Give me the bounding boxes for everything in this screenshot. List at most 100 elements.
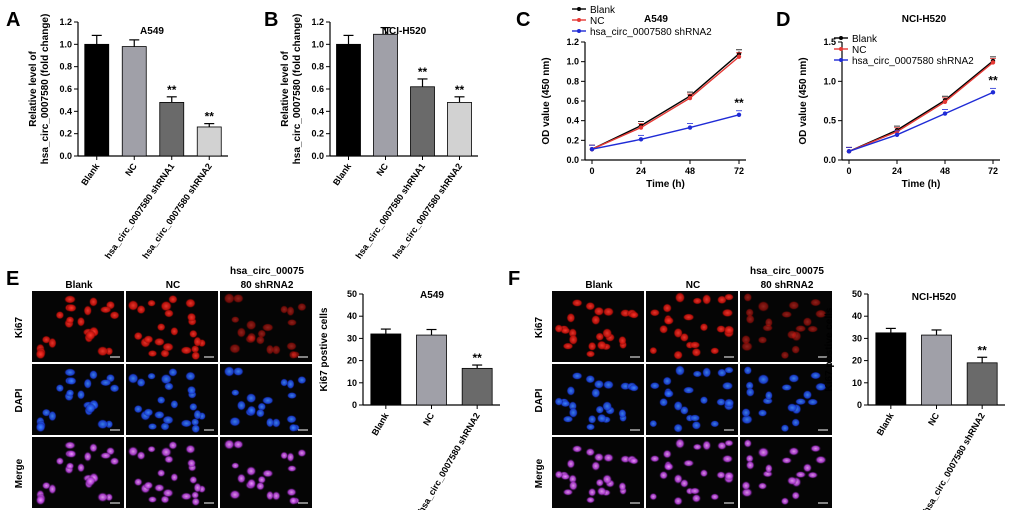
cell-nucleus	[692, 370, 703, 378]
y-tick-label: 40	[347, 311, 357, 321]
data-point	[687, 95, 693, 101]
cell-nucleus	[802, 463, 813, 473]
cell-nucleus	[147, 422, 158, 431]
cell-nucleus	[649, 454, 660, 463]
cell-nucleus	[791, 418, 801, 427]
cell-nucleus	[764, 317, 773, 328]
cell-nucleus	[689, 487, 701, 495]
cell-nucleus	[232, 293, 244, 304]
cell-nucleus	[271, 344, 281, 355]
legend-label: Blank	[852, 34, 878, 45]
bar-A-0	[84, 43, 110, 157]
cell-nucleus	[649, 381, 660, 390]
cell-nucleus	[757, 409, 768, 417]
x-tick-label: 0	[846, 166, 851, 176]
y-tick-label: 1.0	[59, 39, 72, 49]
cell-nucleus	[280, 378, 289, 387]
micrograph-tile	[126, 364, 218, 435]
x-axis-label: Time (h)	[902, 179, 941, 190]
cell-nucleus	[814, 455, 827, 465]
cell-nucleus	[568, 480, 578, 492]
micrograph-tile	[220, 291, 312, 362]
row-label: Merge	[534, 458, 545, 488]
cell-nucleus	[163, 382, 174, 391]
y-tick-label: 30	[852, 333, 862, 343]
cell-nucleus	[245, 392, 257, 404]
cell-nucleus	[136, 304, 146, 315]
cell-nucleus	[286, 341, 297, 351]
cell-nucleus	[571, 444, 583, 453]
bar-B-3	[447, 102, 472, 157]
cell-nucleus	[143, 408, 154, 417]
cell-nucleus	[147, 299, 156, 307]
cell-nucleus	[265, 417, 275, 428]
cell-nucleus	[133, 404, 143, 414]
cell-nucleus	[674, 292, 686, 304]
cell-nucleus	[757, 373, 770, 385]
y-tick-label: 1.5	[823, 37, 836, 47]
cell-nucleus	[788, 446, 800, 456]
cell-nucleus	[265, 344, 275, 355]
cell-nucleus	[585, 423, 596, 431]
bar-B-2	[410, 86, 435, 157]
significance-marker: **	[455, 83, 465, 97]
cell-nucleus	[288, 350, 298, 360]
y-tick-label: 0.2	[59, 129, 72, 139]
cell-nucleus	[673, 473, 683, 485]
cell-nucleus	[147, 372, 156, 380]
cell-nucleus	[809, 298, 822, 307]
cell-nucleus	[673, 350, 683, 360]
cell-nucleus	[255, 408, 265, 418]
col-header: NC	[686, 280, 700, 291]
cell-nucleus	[562, 342, 574, 350]
cell-nucleus	[286, 487, 297, 497]
y-tick-label: 0.4	[59, 106, 72, 116]
cell-nucleus	[587, 341, 597, 351]
data-point	[638, 137, 644, 142]
panel-letter-C: C	[516, 9, 530, 31]
bar-E-2	[461, 367, 493, 406]
cell-nucleus	[794, 470, 807, 479]
cell-nucleus	[286, 414, 297, 424]
micrograph-tile	[32, 364, 124, 435]
cell-nucleus	[591, 314, 601, 326]
row-label: DAPI	[534, 388, 545, 412]
micrograph-tile	[646, 437, 738, 508]
cell-nucleus	[741, 414, 753, 425]
legend-label: Blank	[590, 5, 616, 16]
cell-nucleus	[786, 330, 798, 340]
cell-nucleus	[223, 365, 235, 377]
cell-nucleus	[160, 446, 172, 458]
x-tick-label: 48	[940, 166, 950, 176]
cell-nucleus	[180, 419, 193, 428]
y-tick-label: 0.0	[823, 155, 836, 165]
cell-nucleus	[190, 490, 200, 500]
cell-nucleus	[682, 313, 695, 321]
cell-nucleus	[673, 400, 683, 412]
cell-nucleus	[85, 476, 96, 487]
cell-nucleus	[659, 470, 669, 480]
cell-nucleus	[662, 376, 672, 386]
y-tick-label: 0.6	[566, 96, 579, 106]
cell-nucleus	[673, 327, 683, 339]
cell-nucleus	[66, 376, 77, 386]
row-label: DAPI	[14, 388, 25, 412]
cell-nucleus	[723, 439, 734, 447]
cell-nucleus	[807, 471, 819, 479]
col-header: NC	[166, 280, 180, 291]
cell-nucleus	[764, 390, 773, 401]
micrograph-tile	[220, 364, 312, 435]
cell-nucleus	[814, 309, 827, 319]
cell-nucleus	[745, 387, 755, 398]
y-tick-label: 0.8	[311, 62, 324, 72]
cell-nucleus	[99, 451, 112, 460]
cell-nucleus	[245, 319, 257, 331]
cell-nucleus	[48, 410, 57, 422]
cell-nucleus	[691, 347, 702, 357]
cell-nucleus	[99, 378, 112, 387]
cell-nucleus	[571, 371, 583, 380]
chart-title: A549	[140, 26, 164, 37]
cell-nucleus	[629, 311, 640, 319]
cell-nucleus	[591, 460, 601, 472]
y-tick-label: 0	[352, 400, 357, 410]
